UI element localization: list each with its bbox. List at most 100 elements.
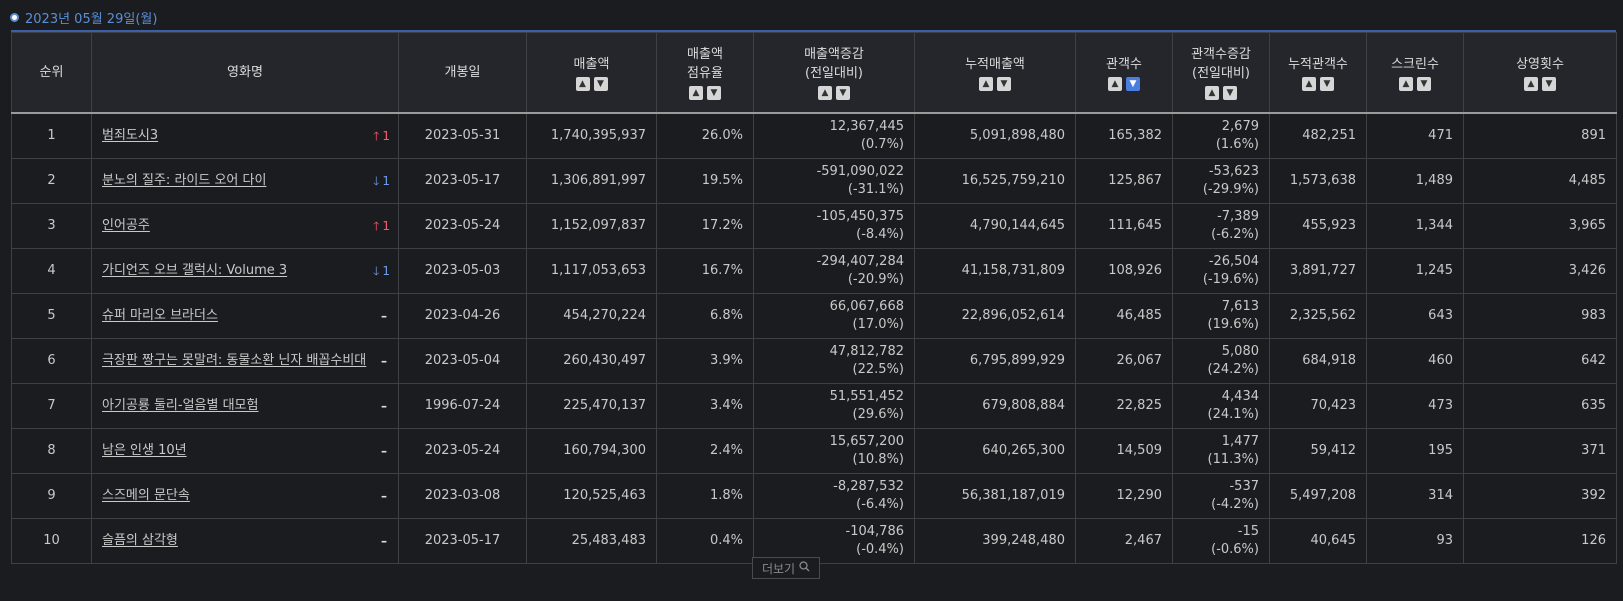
title-cell: 슬픔의 삼각형 – [91, 518, 399, 564]
sort-up-icon[interactable]: ▲ [1399, 76, 1413, 91]
sales-cell: 1,152,097,837 [526, 203, 657, 249]
audience-change-value: 1,477 [1221, 434, 1259, 449]
sales-change-cell: 51,551,452 (29.6%) [753, 383, 915, 429]
total-sales-cell: 56,381,187,019 [914, 473, 1076, 519]
audience-change-pct: (-19.6%) [1202, 272, 1259, 287]
arrow-down-icon: 🡓 [373, 174, 380, 188]
rank-cell: 1 [11, 112, 92, 159]
rank-change-value: 1 [382, 219, 390, 233]
movie-title-link[interactable]: 남은 인생 10년 [102, 443, 187, 458]
table-row: 4 가디언즈 오브 갤럭시: Volume 3 🡓 1 2023-05-03 1,117,… [11, 248, 1617, 294]
sort-up-icon[interactable]: ▲ [979, 76, 993, 91]
sort-down-icon[interactable]: ▼ [836, 86, 850, 100]
sort-down-icon[interactable]: ▼ [1126, 76, 1140, 91]
search-icon [799, 561, 810, 575]
audience-change-value: -15 [1237, 524, 1259, 539]
total-sales-cell: 16,525,759,210 [914, 158, 1076, 204]
date-header: 2023년 05월 29일(월) [10, 6, 157, 28]
screens-cell: 314 [1366, 473, 1464, 519]
sort-down-icon[interactable]: ▼ [997, 76, 1011, 91]
sort-up-icon[interactable]: ▲ [689, 86, 703, 100]
total-audience-cell: 40,645 [1269, 518, 1367, 564]
total-sales-cell: 679,808,884 [914, 383, 1076, 429]
movie-title-link[interactable]: 범죄도시3 [102, 128, 159, 143]
rank-change: – [381, 307, 390, 325]
sort-up-icon[interactable]: ▲ [1302, 76, 1316, 91]
movie-title-link[interactable]: 아기공룡 둘리-얼음별 대모험 [102, 398, 259, 413]
table-row: 5 슈퍼 마리오 브라더스 –2023-04-26 454,270,224 6.8% 66… [11, 293, 1617, 339]
audience-change-value: 5,080 [1221, 344, 1259, 359]
table-body: 1 범죄도시3 🡑 1 2023-05-31 1,740,395,937 26.0% 12,3… [11, 112, 1617, 564]
movie-title-link[interactable]: 슬픔의 삼각형 [102, 533, 178, 548]
sales-cell: 120,525,463 [526, 473, 657, 519]
share-cell: 3.9% [656, 338, 754, 384]
audience-change-cell: -53,623 (-29.9%) [1172, 158, 1270, 204]
movie-title-link[interactable]: 스즈메의 문단속 [102, 488, 190, 503]
screens-cell: 1,245 [1366, 248, 1464, 294]
screens-cell: 471 [1366, 112, 1464, 159]
audience-change-cell: 1,477 (11.3%) [1172, 428, 1270, 474]
open-date-cell: 2023-05-04 [398, 338, 527, 384]
sales-change-value: 66,067,668 [829, 299, 904, 314]
sort-up-icon[interactable]: ▲ [1205, 86, 1219, 100]
total-sales-cell: 640,265,300 [914, 428, 1076, 474]
col-total-audience: 누적관객수 ▲ ▼ [1269, 32, 1367, 114]
total-sales-cell: 6,795,899,929 [914, 338, 1076, 384]
share-cell: 17.2% [656, 203, 754, 249]
sort-down-icon[interactable]: ▼ [1223, 86, 1237, 100]
table-row: 6 극장판 짱구는 못말려: 동물소환 닌자 배꼽수비대 –2023-05-04 26… [11, 338, 1617, 384]
rank-change: 🡑 1 [373, 217, 390, 235]
audience-change-cell: -537 (-4.2%) [1172, 473, 1270, 519]
shows-cell: 392 [1463, 473, 1617, 519]
title-cell: 가디언즈 오브 갤럭시: Volume 3 🡓 1 [91, 248, 399, 294]
sort-up-icon[interactable]: ▲ [575, 76, 590, 91]
table-row: 8 남은 인생 10년 –2023-05-24 160,794,300 2.4% 15,6… [11, 428, 1617, 474]
open-date-cell: 2023-05-31 [398, 112, 527, 159]
sales-change-value: 12,367,445 [829, 119, 904, 134]
sales-change-pct: (-8.4%) [856, 227, 904, 242]
col-shows: 상영횟수 ▲ ▼ [1463, 32, 1617, 114]
sort-down-icon[interactable]: ▼ [1320, 76, 1334, 91]
sort-down-icon[interactable]: ▼ [1542, 76, 1556, 91]
rank-change: – [381, 442, 390, 460]
movie-title-link[interactable]: 가디언즈 오브 갤럭시: Volume 3 [102, 263, 288, 278]
sort-down-icon[interactable]: ▼ [1417, 76, 1431, 91]
total-sales-cell: 22,896,052,614 [914, 293, 1076, 339]
movie-title-link[interactable]: 극장판 짱구는 못말려: 동물소환 닌자 배꼽수비대 [102, 353, 367, 368]
sort-up-icon[interactable]: ▲ [1108, 76, 1122, 91]
audience-change-value: -26,504 [1208, 254, 1259, 269]
audience-cell: 2,467 [1075, 518, 1173, 564]
sales-change-cell: -8,287,532 (-6.4%) [753, 473, 915, 519]
rank-change: 🡓 1 [373, 172, 390, 190]
rank-change: – [381, 532, 390, 550]
audience-change-pct: (-4.2%) [1211, 497, 1259, 512]
sort-down-icon[interactable]: ▼ [707, 86, 721, 100]
rank-change-value: 1 [382, 264, 390, 278]
open-date-cell: 2023-03-08 [398, 473, 527, 519]
sort-up-icon[interactable]: ▲ [1524, 76, 1538, 91]
more-button[interactable]: 더보기 [752, 557, 820, 579]
col-audience: 관객수 ▲ ▼ [1075, 32, 1173, 114]
audience-cell: 165,382 [1075, 112, 1173, 159]
rank-change: – [381, 352, 390, 370]
rank-change-value: 1 [382, 129, 390, 143]
audience-change-pct: (24.1%) [1207, 407, 1259, 422]
title-cell: 남은 인생 10년 – [91, 428, 399, 474]
shows-cell: 3,426 [1463, 248, 1617, 294]
movie-title-link[interactable]: 분노의 질주: 라이드 오어 다이 [102, 173, 267, 188]
open-date-cell: 1996-07-24 [398, 383, 527, 429]
sort-up-icon[interactable]: ▲ [818, 86, 832, 100]
total-sales-cell: 5,091,898,480 [914, 112, 1076, 159]
shows-cell: 635 [1463, 383, 1617, 429]
title-cell: 범죄도시3 🡑 1 [91, 112, 399, 159]
share-cell: 3.4% [656, 383, 754, 429]
arrow-up-icon: 🡑 [373, 219, 380, 233]
sales-change-value: -294,407,284 [816, 254, 904, 269]
movie-title-link[interactable]: 슈퍼 마리오 브라더스 [102, 308, 218, 323]
no-change-icon: – [381, 444, 387, 458]
sales-change-cell: -104,786 (-0.4%) [753, 518, 915, 564]
share-cell: 26.0% [656, 112, 754, 159]
screens-cell: 460 [1366, 338, 1464, 384]
sort-down-icon[interactable]: ▼ [593, 76, 608, 91]
movie-title-link[interactable]: 인어공주 [102, 218, 150, 233]
